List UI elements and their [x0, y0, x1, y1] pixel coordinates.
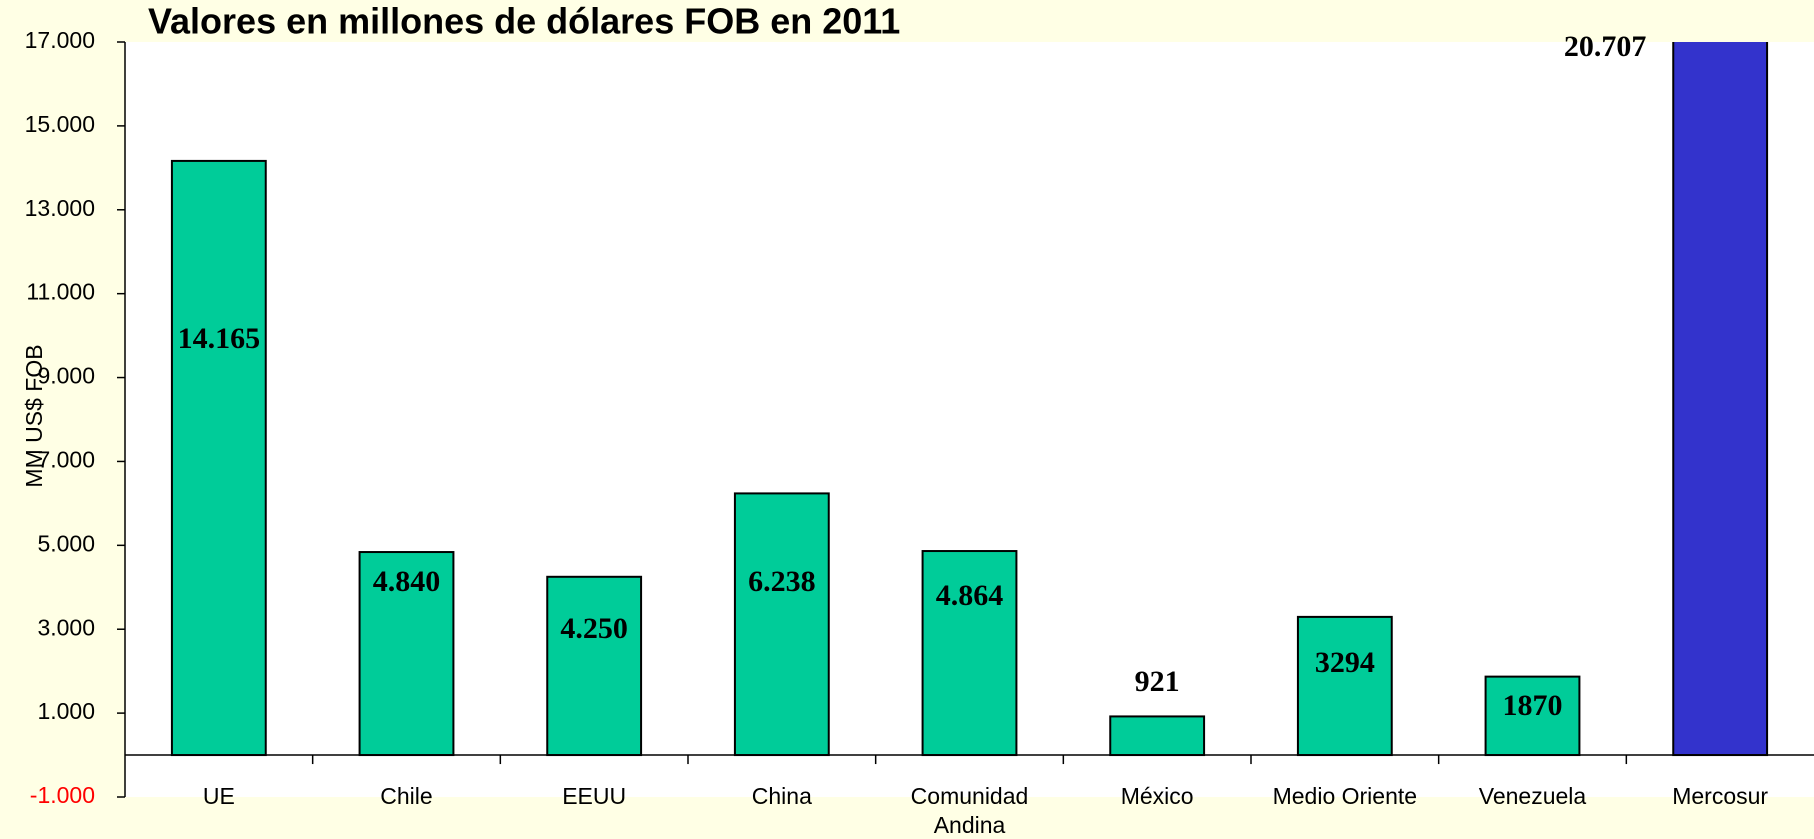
x-tick-label: Venezuela — [1478, 783, 1587, 809]
y-tick-label: 7.000 — [37, 447, 95, 473]
value-label: 3294 — [1315, 646, 1375, 679]
y-tick-label: 3.000 — [37, 614, 95, 640]
x-tick-label: UE — [202, 783, 235, 809]
value-label: 4.250 — [560, 612, 628, 645]
bar — [921, 550, 1018, 757]
x-tick-label: EEUU — [562, 783, 627, 809]
value-label: 1870 — [1503, 689, 1563, 722]
value-label: 20.707 — [1564, 30, 1647, 63]
x-tick-label: Mercosur — [1672, 783, 1769, 809]
y-axis-label: MM US$ FOB — [21, 344, 47, 487]
value-label: 4.840 — [373, 565, 441, 598]
y-tick-label: -1.000 — [30, 782, 95, 808]
bar — [1109, 715, 1206, 757]
value-label: 4.864 — [936, 579, 1004, 612]
y-tick-label: 15.000 — [25, 111, 95, 137]
value-label: 14.165 — [178, 322, 261, 355]
y-tick-label: 13.000 — [25, 195, 95, 221]
value-label: 6.238 — [748, 565, 816, 598]
x-tick-label: Chile — [380, 783, 433, 809]
y-tick-label: 17.000 — [25, 27, 95, 53]
bar — [733, 492, 830, 757]
y-tick-label: 5.000 — [37, 530, 95, 556]
bar — [546, 575, 643, 757]
bar — [1484, 675, 1581, 757]
x-tick-label: México — [1120, 783, 1194, 809]
x-tick-label: China — [751, 783, 812, 809]
y-tick-label: 1.000 — [37, 698, 95, 724]
bar — [1672, 42, 1769, 757]
bar — [1296, 615, 1393, 757]
y-tick-label: 9.000 — [37, 363, 95, 389]
chart-title: Valores en millones de dólares FOB en 20… — [148, 1, 900, 42]
bar — [170, 159, 267, 757]
value-label: 921 — [1135, 665, 1180, 698]
y-tick-label: 11.000 — [26, 279, 95, 305]
x-tick-label: Comunidad Andina — [910, 783, 1029, 838]
x-tick-label: Medio Oriente — [1272, 783, 1418, 809]
